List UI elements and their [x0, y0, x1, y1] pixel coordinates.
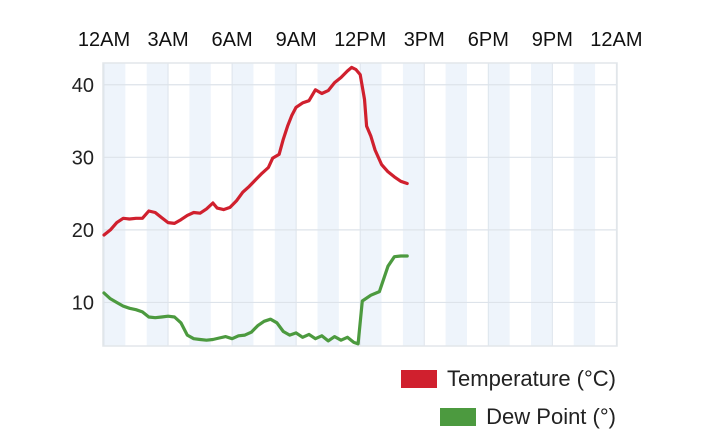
- legend-dew-point: Dew Point (°): [440, 404, 616, 430]
- hour-band: [402, 63, 425, 346]
- y-tick-label: 10: [72, 292, 94, 314]
- y-tick-label: 40: [72, 75, 94, 97]
- hour-band: [104, 63, 126, 346]
- hour-band: [488, 63, 510, 346]
- legend-temperature: Temperature (°C): [401, 366, 616, 392]
- x-tick-label: 12PM: [334, 29, 386, 51]
- hour-band: [189, 63, 211, 346]
- y-tick-label: 20: [72, 220, 94, 242]
- dew-point-legend-label: Dew Point (°): [486, 404, 616, 429]
- dew-point-legend-swatch: [440, 408, 477, 426]
- hour-band: [445, 63, 467, 346]
- hour-band: [232, 63, 254, 346]
- hour-band: [274, 63, 297, 346]
- x-tick-label: 9AM: [276, 29, 317, 51]
- hour-band: [360, 63, 382, 346]
- hour-band: [573, 63, 596, 346]
- x-tick-label: 9PM: [532, 29, 573, 51]
- hour-band: [146, 63, 169, 346]
- x-tick-label: 3PM: [404, 29, 445, 51]
- plot-border: [102, 62, 618, 347]
- hour-band: [317, 63, 339, 346]
- temperature-line: [102, 65, 409, 237]
- hour-band: [531, 63, 553, 346]
- dew-point-line: [102, 254, 409, 346]
- chart: 12AM 3AM 6AM 9AM 12PM 3PM 6PM 9PM 12AM 10 20 30 40: [72, 29, 643, 347]
- x-tick-label: 12AM: [590, 29, 642, 51]
- x-tick-label: 6PM: [468, 29, 509, 51]
- x-tick-label: 3AM: [147, 29, 188, 51]
- x-tick-label: 12AM: [78, 29, 130, 51]
- chart-svg: 12AM 3AM 6AM 9AM 12PM 3PM 6PM 9PM 12AM 10 20 30 40: [72, 29, 643, 347]
- x-tick-label: 6AM: [212, 29, 253, 51]
- temperature-legend-label: Temperature (°C): [447, 366, 616, 391]
- temperature-legend-swatch: [401, 370, 438, 388]
- y-tick-label: 30: [72, 147, 94, 169]
